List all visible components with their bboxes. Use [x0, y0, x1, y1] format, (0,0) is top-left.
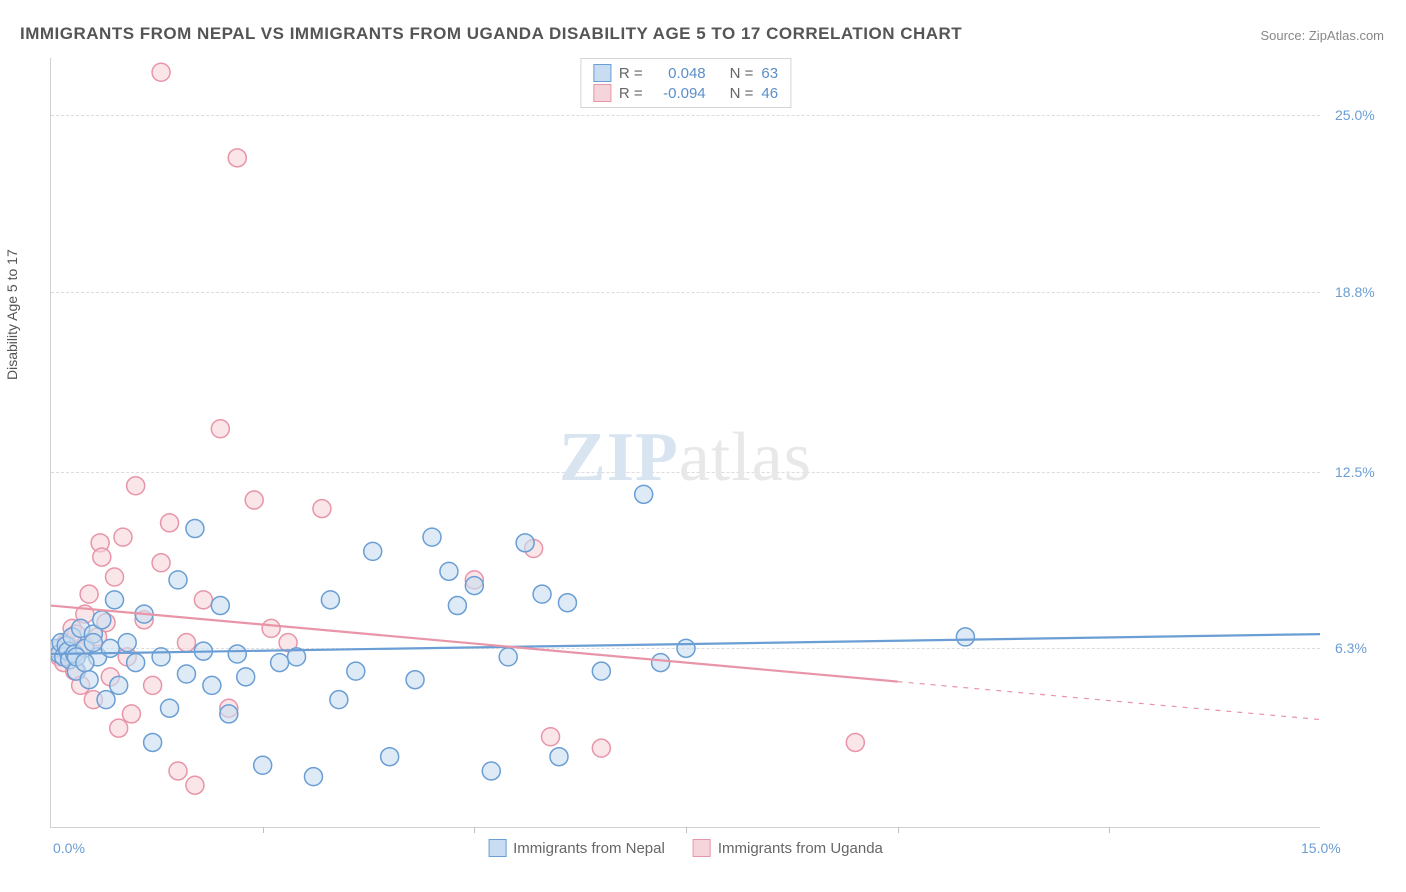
r-value-nepal: 0.048	[651, 65, 706, 82]
y-tick-label: 12.5%	[1335, 464, 1375, 480]
swatch-nepal	[593, 64, 611, 82]
legend-item-uganda: Immigrants from Uganda	[693, 839, 883, 857]
y-tick-label: 25.0%	[1335, 107, 1375, 123]
x-tick	[898, 827, 899, 833]
series-name-nepal: Immigrants from Nepal	[513, 840, 665, 857]
chart-title: IMMIGRANTS FROM NEPAL VS IMMIGRANTS FROM…	[20, 24, 962, 44]
chart-svg	[51, 58, 1320, 827]
source-label: Source: ZipAtlas.com	[1260, 28, 1384, 43]
legend-series: Immigrants from Nepal Immigrants from Ug…	[488, 839, 883, 857]
n-value-nepal: 63	[761, 65, 778, 82]
swatch-uganda	[593, 84, 611, 102]
series-name-uganda: Immigrants from Uganda	[718, 840, 883, 857]
x-tick-label: 15.0%	[1301, 840, 1341, 856]
x-tick-label: 0.0%	[53, 840, 85, 856]
plot-area: ZIPatlas R = 0.048 N = 63 R = -0.094 N =…	[50, 58, 1320, 828]
y-axis-label: Disability Age 5 to 17	[4, 249, 20, 380]
legend-item-nepal: Immigrants from Nepal	[488, 839, 665, 857]
n-label: N =	[730, 85, 754, 102]
legend-row-nepal: R = 0.048 N = 63	[593, 63, 778, 83]
n-label: N =	[730, 65, 754, 82]
n-value-uganda: 46	[761, 85, 778, 102]
r-value-uganda: -0.094	[651, 85, 706, 102]
y-tick-label: 6.3%	[1335, 640, 1367, 656]
x-tick	[1109, 827, 1110, 833]
r-label: R =	[619, 85, 643, 102]
legend-row-uganda: R = -0.094 N = 46	[593, 83, 778, 103]
x-tick	[686, 827, 687, 833]
r-label: R =	[619, 65, 643, 82]
swatch-uganda-bottom	[693, 839, 711, 857]
x-tick	[263, 827, 264, 833]
swatch-nepal-bottom	[488, 839, 506, 857]
x-tick	[474, 827, 475, 833]
legend-correlation: R = 0.048 N = 63 R = -0.094 N = 46	[580, 58, 791, 108]
y-tick-label: 18.8%	[1335, 284, 1375, 300]
